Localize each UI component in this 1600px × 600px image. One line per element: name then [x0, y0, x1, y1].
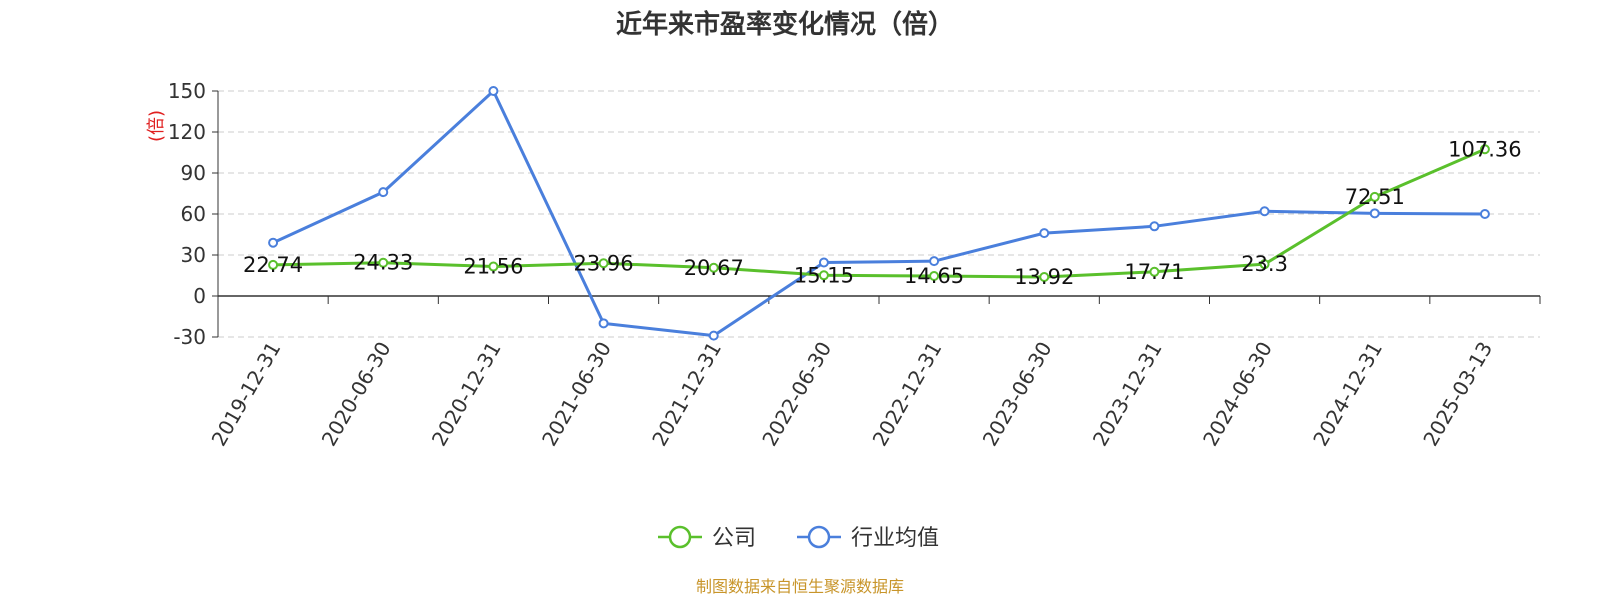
data-point[interactable]	[1149, 266, 1160, 277]
y-axis: -30 0 30 60 90 120 150	[168, 79, 219, 349]
data-point[interactable]	[1479, 144, 1490, 155]
data-point[interactable]	[1479, 209, 1490, 219]
x-tick-label: 2020-12-31	[427, 337, 506, 450]
data-point[interactable]	[488, 261, 499, 272]
data-point[interactable]	[1369, 191, 1380, 202]
legend-marker	[807, 525, 831, 549]
data-label: 21.56	[463, 255, 523, 279]
data-point[interactable]	[818, 270, 829, 281]
data-point[interactable]	[1149, 221, 1160, 232]
series-line	[273, 147, 1486, 279]
x-tick-label: 2022-06-30	[757, 338, 836, 451]
x-tick-label: 2021-06-30	[537, 338, 616, 451]
data-point[interactable]	[929, 270, 940, 281]
x-tick-label: 2024-12-31	[1308, 338, 1387, 451]
legend-item-industry-average[interactable]: 行业均值	[797, 525, 939, 551]
data-label: 107.36	[1448, 137, 1521, 161]
legend-item-company[interactable]: 公司	[658, 525, 756, 551]
series-industry-average	[268, 86, 1490, 341]
x-tick-label: 2022-12-31	[868, 337, 947, 450]
x-tick-label: 2021-12-31	[647, 338, 726, 451]
legend-label: 行业均值	[851, 526, 939, 551]
series-lines	[268, 86, 1490, 341]
x-axis: 2019-12-31 2020-06-30 2020-12-31 2021-06-30…	[207, 295, 1541, 451]
data-point[interactable]	[708, 262, 719, 273]
grid-lines	[218, 90, 1540, 338]
x-tick-label: 2020-06-30	[317, 338, 396, 451]
data-point[interactable]	[598, 318, 609, 329]
data-point[interactable]	[378, 187, 389, 198]
data-point[interactable]	[268, 259, 279, 270]
data-label: 24.33	[353, 251, 413, 275]
x-tick-label: 2024-06-30	[1198, 338, 1277, 451]
data-label: 23.3	[1241, 252, 1288, 276]
data-point[interactable]	[268, 237, 279, 248]
data-label: 15.15	[794, 263, 854, 287]
data-point[interactable]	[378, 257, 389, 268]
data-point[interactable]	[929, 256, 940, 267]
legend-label: 公司	[712, 526, 756, 551]
legend-marker	[668, 525, 692, 549]
data-point[interactable]	[1259, 206, 1270, 217]
data-point[interactable]	[488, 86, 499, 96]
data-label: 14.65	[904, 264, 964, 288]
x-tick-label: 2023-06-30	[978, 338, 1057, 451]
data-point[interactable]	[818, 257, 829, 268]
data-point[interactable]	[708, 330, 719, 341]
data-point[interactable]	[1039, 271, 1050, 282]
data-point[interactable]	[1369, 208, 1380, 219]
x-tick-label: 2023-12-31	[1088, 338, 1167, 451]
data-label: 20.67	[684, 256, 744, 280]
y-tick-label: 0	[193, 284, 206, 308]
x-tick-label: 2025-03-13	[1418, 338, 1497, 451]
data-label: 13.92	[1014, 265, 1074, 289]
data-label: 17.71	[1124, 260, 1184, 284]
y-tick-label: 120	[168, 120, 206, 144]
y-tick-label: -30	[173, 325, 206, 349]
data-labels: 22.74 24.33 21.56 23.96 20.67 15.15 14.65 13.92…	[243, 137, 1522, 289]
data-label: 23.96	[574, 251, 634, 275]
y-tick-label: 150	[168, 79, 206, 103]
y-tick-label: 30	[181, 243, 206, 267]
series-company	[268, 144, 1490, 282]
x-tick-label: 2019-12-31	[207, 338, 286, 451]
series-line	[272, 89, 1485, 338]
data-point[interactable]	[1259, 259, 1270, 270]
chart-title: 近年来市盈率变化情况（倍）	[616, 9, 954, 40]
source-note: 制图数据来自恒生聚源数据库	[696, 577, 904, 596]
y-tick-label: 60	[181, 202, 206, 226]
data-point[interactable]	[1039, 228, 1050, 239]
y-tick-label: 90	[181, 161, 206, 185]
data-label: 22.74	[243, 253, 303, 277]
data-point[interactable]	[598, 258, 609, 269]
y-axis-unit-label: (倍)	[146, 110, 167, 142]
legend[interactable]: 公司 行业均值	[658, 525, 939, 551]
data-label: 72.51	[1345, 185, 1405, 209]
